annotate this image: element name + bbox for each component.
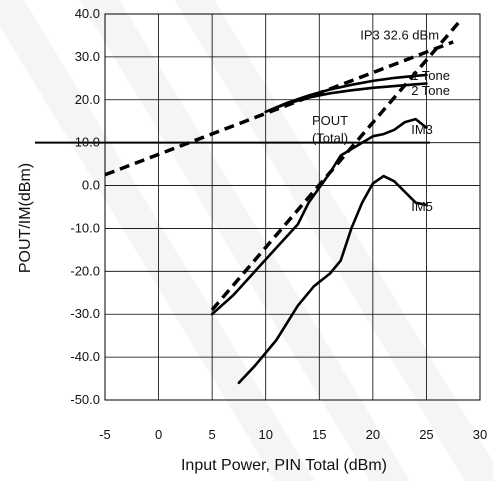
annotation-label: IP3 32.6 dBm [360,27,439,42]
y-tick-label: 30.0 [75,49,100,64]
x-axis-title: Input Power, PIN Total (dBm) [181,457,387,474]
series-line-4 [237,174,428,385]
x-tick-label: 5 [209,427,216,442]
x-tick-label: 10 [258,427,272,442]
y-tick-label: -20.0 [70,263,100,278]
watermark-stripe [174,0,493,481]
y-tick-label: 40.0 [75,6,100,21]
grid [104,13,481,401]
x-tick-label: 25 [419,427,433,442]
series-line-2 [264,82,428,114]
x-tick-label: -5 [99,427,111,442]
series-line-5 [104,40,454,177]
watermark-stripe [79,0,410,481]
annotation-label: IM3 [411,122,433,137]
x-tick-label: 15 [312,427,326,442]
annotation-label: IM5 [411,199,433,214]
y-tick-label: -40.0 [70,349,100,364]
y-tick-label: -50.0 [70,392,100,407]
series-line-3 [210,117,428,316]
y-tick-label: -10.0 [70,220,100,235]
annotation-label: POUT [312,113,348,128]
series-lines [104,21,460,385]
x-tick-label: 20 [366,427,380,442]
annotation-label: 2 Tone [411,83,450,98]
x-tick-label: 0 [155,427,162,442]
x-tick-label: 30 [473,427,487,442]
y-tick-label: -30.0 [70,306,100,321]
y-tick-label: 20.0 [75,92,100,107]
y-axis-title: POUT/IM(dBm) [17,163,34,273]
series-line-1 [264,73,428,114]
y-tick-label: 0.0 [82,178,100,193]
watermark-stripe [0,0,315,481]
y-tick-label: 10.0 [75,135,100,150]
tick-labels: 40.0 30.0 20.0 10.0 0.0 -10.0 -20.0 -30.0 -40.0 -… [70,6,487,442]
annotation-label: (Total) [312,130,348,145]
annotation-label: 1 Tone [411,68,450,83]
